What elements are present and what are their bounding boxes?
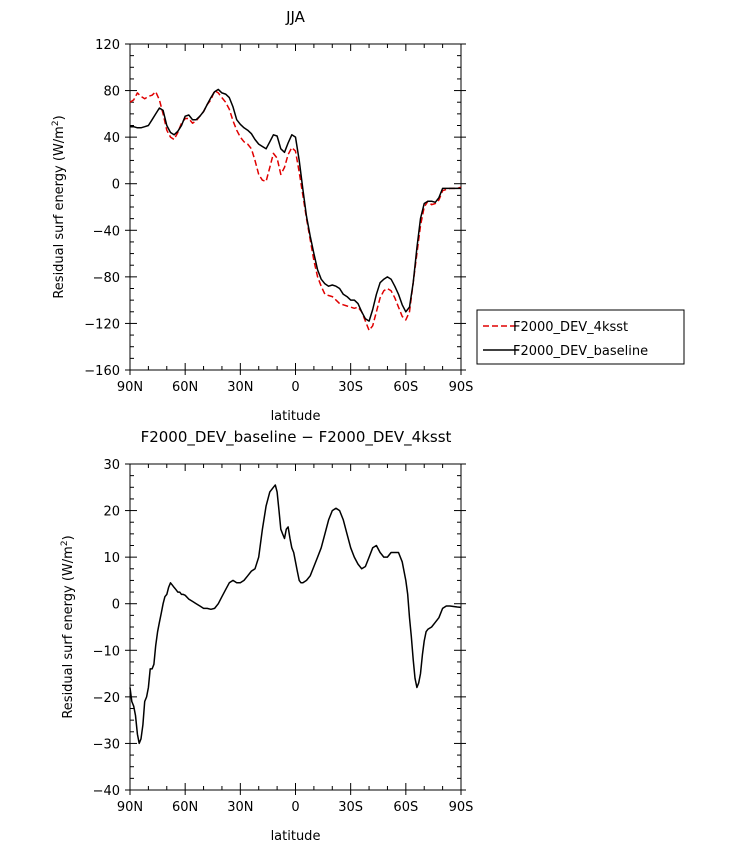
top-xtick-label: 60S xyxy=(393,380,418,395)
legend-label-4ksst: F2000_DEV_4ksst xyxy=(513,320,628,335)
legend-box xyxy=(476,309,685,365)
top-ytick-label: −160 xyxy=(84,364,120,379)
bot-ytick-label: 30 xyxy=(103,458,120,473)
legend-label-baseline: F2000_DEV_baseline xyxy=(513,344,648,359)
top-panel: JJA 90N 60N 30N 0 30S 60S 90S −160 −120 −80 −40 0 40… xyxy=(51,8,685,424)
bot-ytick-label: −20 xyxy=(93,691,120,706)
bot-xtick-label: 0 xyxy=(291,800,299,815)
top-ytick-label: 80 xyxy=(103,85,120,100)
top-plot-area: 90N 60N 30N 0 30S 60S 90S −160 −120 −80 −40 0 40 80 12… xyxy=(84,38,473,395)
top-xtick-label: 0 xyxy=(291,380,299,395)
bot-ytick-label: −40 xyxy=(93,784,120,799)
bot-ytick-label: 0 xyxy=(112,598,120,613)
bot-plot-frame xyxy=(129,463,462,791)
top-ytick-label: 40 xyxy=(103,131,120,146)
top-ytick-label: 120 xyxy=(95,38,120,53)
top-xtick-label: 90S xyxy=(449,380,474,395)
legend: F2000_DEV_4ksst F2000_DEV_baseline xyxy=(476,309,685,365)
bot-ytick-label: 10 xyxy=(103,551,120,566)
bottom-panel: F2000_DEV_baseline − F2000_DEV_4ksst 90N… xyxy=(60,428,473,844)
top-xtick-label: 30S xyxy=(338,380,363,395)
top-plot-frame xyxy=(129,43,462,371)
bottom-plot-area: 90N 60N 30N 0 30S 60S 90S −40 −30 −20 −10 0 10 20 30 xyxy=(93,458,474,815)
bot-xtick-label: 60S xyxy=(393,800,418,815)
top-ytick-label: −40 xyxy=(93,224,120,239)
bot-xtick-label: 30S xyxy=(338,800,363,815)
bot-xtick-label: 90S xyxy=(449,800,474,815)
bot-ytick-label: −10 xyxy=(93,644,120,659)
bottom-chart-title: F2000_DEV_baseline − F2000_DEV_4ksst xyxy=(141,428,452,447)
bot-ytick-label: 20 xyxy=(103,505,120,520)
bottom-y-axis-label: Residual surf energy (W/m2) xyxy=(60,535,76,718)
top-xtick-label: 60N xyxy=(172,380,198,395)
top-series-line-0 xyxy=(129,89,462,332)
top-xtick-label: 30N xyxy=(227,380,253,395)
top-ytick-label: 0 xyxy=(112,178,120,193)
bot-xtick-label: 90N xyxy=(117,800,143,815)
top-chart-title: JJA xyxy=(285,8,306,26)
bot-series-line-0 xyxy=(129,484,462,745)
bot-xtick-label: 60N xyxy=(172,800,198,815)
top-ytick-label: −120 xyxy=(84,317,120,332)
bot-xtick-label: 30N xyxy=(227,800,253,815)
top-xtick-label: 90N xyxy=(117,380,143,395)
top-x-axis-label: latitude xyxy=(271,409,321,424)
top-y-axis-label: Residual surf energy (W/m2) xyxy=(51,115,67,298)
top-series-line-1 xyxy=(130,88,461,322)
bottom-x-axis-label: latitude xyxy=(271,829,321,844)
bot-ytick-label: −30 xyxy=(93,737,120,752)
top-ytick-label: −80 xyxy=(93,271,120,286)
